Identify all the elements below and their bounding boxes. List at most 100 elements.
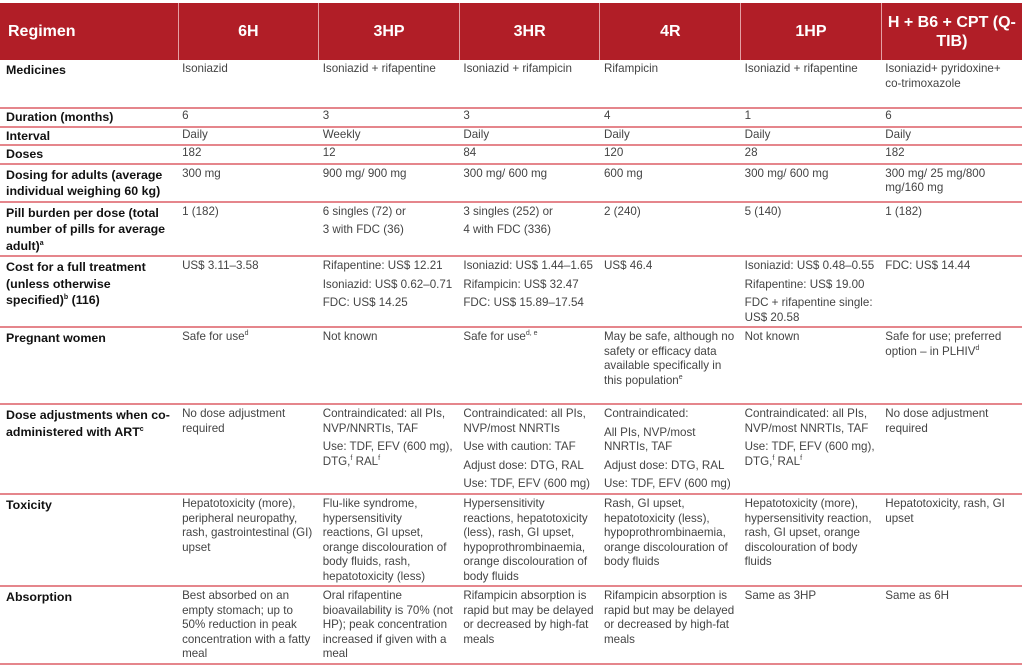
cell-paragraph: Daily <box>463 128 596 143</box>
cell-text: Rifapentine: US$ 12.21 <box>322 259 443 272</box>
cell-paragraph: Weekly <box>323 128 456 143</box>
header-row: Regimen 6H 3HP 3HR 4R 1HP H + B6 + CPT (Q-TIB) <box>0 3 1022 60</box>
cell-text: 300 mg/ 600 mg <box>744 166 829 180</box>
cell-paragraph: Isoniazid + rifapentine <box>745 62 878 77</box>
footnote-marker: f <box>350 454 353 462</box>
regimen-comparison-table: Regimen 6H 3HP 3HR 4R 1HP H + B6 + CPT (Q-TIB)… <box>0 3 1022 665</box>
cell-text: Interval <box>6 128 51 143</box>
table-cell: Isoniazid + rifapentine <box>740 60 882 109</box>
table-cell: Isoniazid + rifapentine <box>318 60 460 109</box>
cell-text: 4 with FDC (336) <box>463 223 551 236</box>
table-cell: Hepatotoxicity (more), hypersensitivity … <box>740 494 882 587</box>
cell-text: All PIs, NVP/most NNRTIs, TAF <box>603 425 696 454</box>
cell-paragraph: Rifampicin <box>604 62 737 77</box>
table-cell: Daily <box>178 126 319 146</box>
cell-paragraph: 6 <box>182 109 315 124</box>
cell-text: Isoniazid + rifapentine <box>322 62 436 75</box>
cell-paragraph: 300 mg/ 600 mg <box>463 167 596 182</box>
cell-paragraph: Pregnant women <box>6 330 174 347</box>
footnote-marker: d, e <box>525 330 538 337</box>
table-cell: 6 singles (72) or 3 with FDC (36) <box>318 201 460 257</box>
cell-text: Not known <box>744 330 800 343</box>
table-cell: Same as 6H <box>881 586 1022 665</box>
cell-text: Weekly <box>322 127 361 141</box>
cell-text: No dose adjustment required <box>182 407 286 435</box>
cell-text: 3 <box>463 109 470 122</box>
table-cell: Isoniazid+ pyridoxine+ co-trimoxazole <box>881 60 1022 109</box>
row-label: Pregnant women <box>0 327 179 405</box>
cell-paragraph: Daily <box>745 128 878 143</box>
cell-text: 182 <box>885 146 905 159</box>
table-cell: Not known <box>740 327 882 405</box>
cell-text: Not known <box>322 330 378 343</box>
cell-text: Isoniazid + rifapentine <box>744 62 858 75</box>
cell-text: 300 mg/ 600 mg <box>463 166 548 180</box>
cell-text: Absorption <box>6 590 73 604</box>
table-row: Dose adjustments when co-administered wi… <box>0 404 1022 495</box>
cell-paragraph: 1 <box>745 109 878 124</box>
footnote-marker: c <box>139 425 144 433</box>
cell-text: Cost for a full treatment (unless otherw… <box>6 260 146 307</box>
table-cell: 300 mg/ 25 mg/800 mg/160 mg <box>881 163 1022 203</box>
table-cell: Safe for use; preferred option – in PLHI… <box>881 327 1022 405</box>
cell-paragraph: No dose adjustment required <box>182 407 315 436</box>
cell-text: 300 mg <box>182 166 221 180</box>
cell-paragraph: FDC + rifapentine single: US$ 20.58 <box>745 296 878 325</box>
cell-paragraph: Safe for used <box>182 330 315 345</box>
table-cell: Contraindicated: all PIs, NVP/NNRTIs, TA… <box>318 404 460 495</box>
cell-paragraph: Interval <box>6 128 174 145</box>
cell-text: (116) <box>68 293 100 307</box>
table-cell: No dose adjustment required <box>881 404 1022 495</box>
cell-text: Pregnant women <box>6 331 106 345</box>
table-cell: US$ 3.11–3.58 <box>178 256 319 328</box>
table-cell: 2 (240) <box>599 201 741 257</box>
cell-text: Isoniazid: US$ 1.44–1.65 <box>463 259 593 272</box>
cell-text: Use: TDF, EFV (600 mg), DTG, <box>322 440 453 468</box>
table-cell: Safe for used, e <box>459 327 600 405</box>
cell-text: 12 <box>322 146 336 159</box>
footnote-marker: f <box>772 454 775 462</box>
cell-text: Contraindicated: <box>603 407 689 420</box>
table-cell: Weekly <box>318 126 460 146</box>
footnote-marker: e <box>678 373 683 381</box>
table-cell: Daily <box>459 126 600 146</box>
cell-paragraph: Pill burden per dose (total number of pi… <box>6 205 174 255</box>
cell-paragraph: 3 singles (252) or <box>463 205 596 220</box>
cell-paragraph: 300 mg/ 25 mg/800 mg/160 mg <box>885 167 1018 196</box>
cell-paragraph: Isoniazid + rifapentine <box>323 62 456 77</box>
cell-text: 1 (182) <box>885 204 922 218</box>
table-cell: Hypersensitivity reactions, hepatotoxici… <box>459 494 600 587</box>
table-cell: 28 <box>740 145 882 165</box>
table-row: Medicines Isoniazid Isoniazid + rifapentin… <box>0 60 1022 109</box>
cell-text: 300 mg/ 25 mg/800 mg/160 mg <box>885 166 986 195</box>
cell-text: 6 <box>182 109 189 122</box>
footnote-marker: d <box>244 330 249 337</box>
row-label: Pill burden per dose (total number of pi… <box>0 201 179 257</box>
table-cell: 1 (182) <box>178 201 319 257</box>
cell-text: Adjust dose: DTG, RAL <box>603 458 725 472</box>
cell-text: Best absorbed on an empty stomach; up to… <box>182 589 311 660</box>
table-cell: Isoniazid: US$ 1.44–1.65 Rifampicin: US$ … <box>459 256 600 328</box>
cell-text: 28 <box>744 146 758 159</box>
table-cell: FDC: US$ 14.44 <box>881 256 1022 328</box>
cell-text: Oral rifapentine bioavailability is 70% … <box>322 589 453 660</box>
table-cell: Best absorbed on an empty stomach; up to… <box>178 586 319 665</box>
cell-text: Rifampicin absorption is rapid but may b… <box>603 589 735 646</box>
cell-paragraph: Contraindicated: <box>604 407 737 422</box>
cell-paragraph: Daily <box>604 128 737 143</box>
header-4r: 4R <box>599 3 741 60</box>
cell-paragraph: Duration (months) <box>6 109 174 126</box>
cell-text: 2 (240) <box>603 204 641 218</box>
table-cell: Isoniazid: US$ 0.48–0.55 Rifapentine: US$… <box>740 256 882 328</box>
cell-paragraph: Cost for a full treatment (unless otherw… <box>6 259 174 309</box>
table-cell: 600 mg <box>599 163 741 203</box>
table-row: Dosing for adults (average individual we… <box>0 163 1022 203</box>
cell-paragraph: US$ 3.11–3.58 <box>182 259 315 274</box>
cell-text: Hypersensitivity reactions, hepatotoxici… <box>463 497 588 583</box>
cell-paragraph: Best absorbed on an empty stomach; up to… <box>182 589 315 662</box>
row-label: Medicines <box>0 60 179 109</box>
cell-paragraph: Safe for use; preferred option – in PLHI… <box>885 330 1018 359</box>
cell-paragraph: Doses <box>6 146 174 163</box>
cell-text: FDC: US$ 15.89–17.54 <box>463 296 584 309</box>
table-cell: Isoniazid + rifampicin <box>459 60 600 109</box>
